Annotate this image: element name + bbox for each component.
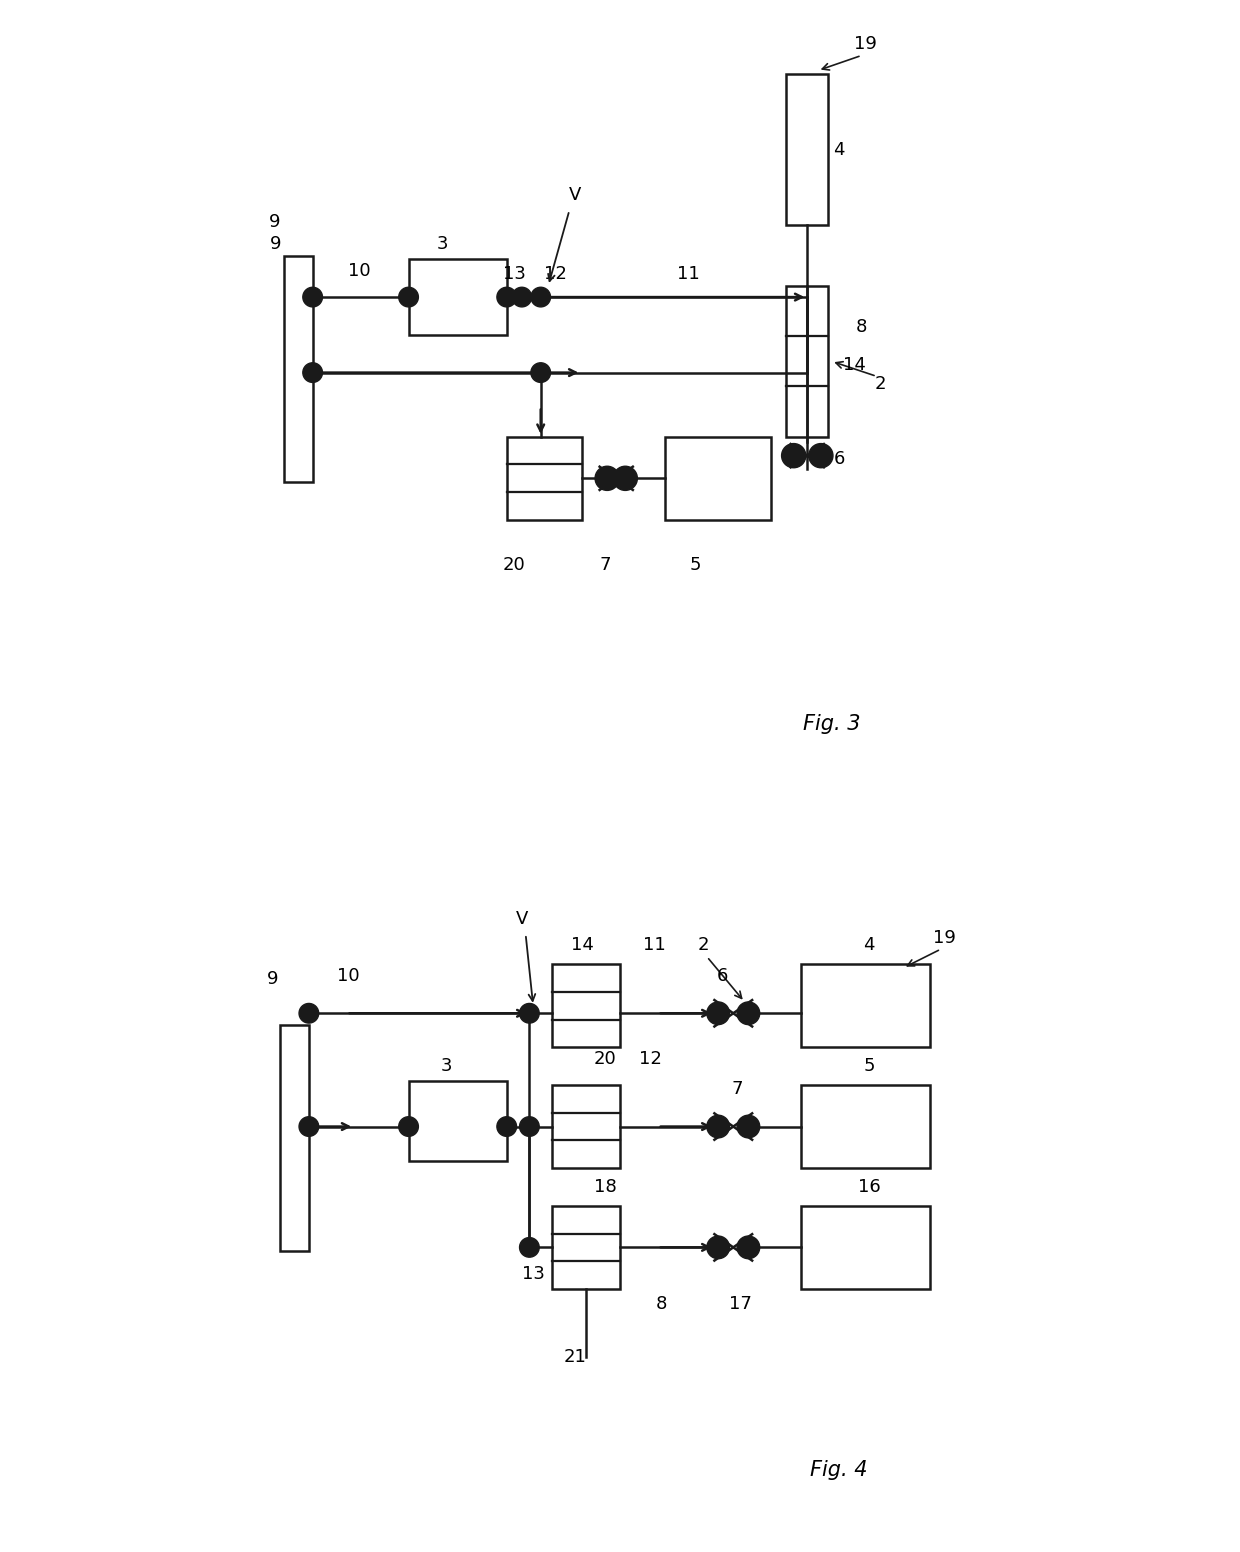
- Bar: [801, 1206, 930, 1288]
- Bar: [786, 74, 827, 225]
- Circle shape: [303, 363, 322, 382]
- Bar: [801, 964, 930, 1048]
- Circle shape: [808, 444, 833, 467]
- Circle shape: [520, 1237, 539, 1257]
- Text: 5: 5: [689, 556, 702, 574]
- Circle shape: [737, 1003, 760, 1024]
- Circle shape: [595, 466, 619, 490]
- Text: 14: 14: [843, 355, 866, 374]
- Text: 12: 12: [639, 1049, 662, 1068]
- Circle shape: [512, 287, 532, 307]
- Circle shape: [781, 444, 806, 467]
- Circle shape: [520, 1004, 539, 1023]
- Bar: [408, 1082, 507, 1161]
- Bar: [801, 1085, 930, 1169]
- Text: 20: 20: [594, 1049, 616, 1068]
- Bar: [552, 1206, 620, 1288]
- Bar: [552, 1085, 620, 1169]
- Text: 19: 19: [934, 928, 956, 947]
- Bar: [786, 286, 827, 436]
- Text: 8: 8: [856, 318, 867, 337]
- Text: 11: 11: [642, 936, 666, 954]
- Bar: [552, 964, 620, 1048]
- Circle shape: [737, 1116, 760, 1138]
- Text: 19: 19: [854, 36, 877, 53]
- Text: 18: 18: [594, 1178, 616, 1197]
- Text: 2: 2: [697, 936, 709, 954]
- Text: Fig. 3: Fig. 3: [802, 714, 861, 734]
- Text: 8: 8: [656, 1294, 667, 1313]
- Text: 6: 6: [833, 450, 844, 469]
- Circle shape: [299, 1004, 319, 1023]
- Text: 9: 9: [267, 970, 278, 989]
- Text: 12: 12: [544, 265, 567, 284]
- Circle shape: [399, 287, 418, 307]
- Text: 13: 13: [503, 265, 526, 284]
- Text: 4: 4: [833, 141, 844, 158]
- Text: 7: 7: [599, 556, 610, 574]
- Bar: [284, 256, 312, 483]
- Circle shape: [497, 1117, 517, 1136]
- Text: Fig. 4: Fig. 4: [810, 1460, 868, 1481]
- Text: 3: 3: [436, 236, 449, 253]
- Circle shape: [614, 466, 637, 490]
- Text: 3: 3: [440, 1057, 453, 1076]
- Text: 11: 11: [677, 265, 699, 284]
- Circle shape: [303, 287, 322, 307]
- Bar: [666, 436, 771, 520]
- Text: 10: 10: [348, 262, 371, 279]
- Circle shape: [707, 1003, 729, 1024]
- Text: 17: 17: [729, 1294, 753, 1313]
- Text: 16: 16: [858, 1178, 880, 1197]
- Text: 21: 21: [563, 1347, 587, 1366]
- Text: V: V: [516, 909, 528, 928]
- Circle shape: [707, 1235, 729, 1259]
- Circle shape: [531, 287, 551, 307]
- Text: V: V: [568, 186, 580, 205]
- Bar: [280, 1024, 309, 1251]
- Text: 4: 4: [863, 936, 875, 954]
- Circle shape: [299, 1117, 319, 1136]
- Text: 7: 7: [732, 1080, 743, 1097]
- Bar: [507, 436, 583, 520]
- Circle shape: [707, 1116, 729, 1138]
- Circle shape: [399, 1117, 418, 1136]
- Text: 9: 9: [268, 213, 280, 231]
- Text: 5: 5: [863, 1057, 875, 1076]
- Text: 20: 20: [503, 556, 526, 574]
- Text: 10: 10: [337, 967, 360, 984]
- Text: 13: 13: [522, 1265, 544, 1284]
- Circle shape: [520, 1117, 539, 1136]
- Circle shape: [497, 287, 517, 307]
- Text: 14: 14: [570, 936, 594, 954]
- Text: 9: 9: [270, 236, 281, 253]
- Circle shape: [737, 1235, 760, 1259]
- Circle shape: [531, 363, 551, 382]
- Bar: [408, 259, 507, 335]
- Text: 6: 6: [717, 967, 728, 984]
- Text: 2: 2: [874, 376, 887, 393]
